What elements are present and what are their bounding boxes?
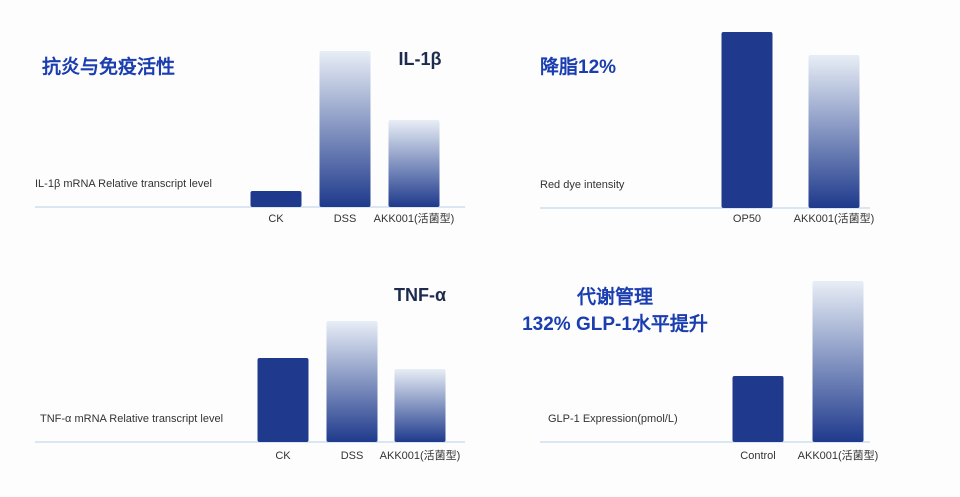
chart-subtitle: 132% GLP-1水平提升: [522, 312, 708, 335]
bar: [394, 369, 446, 442]
y-axis-label: Red dye intensity: [540, 179, 625, 191]
y-axis-label: TNF-α mRNA Relative transcript level: [40, 413, 223, 425]
bar: [732, 376, 784, 442]
bar: [326, 321, 378, 442]
x-tick-label: AKK001(活菌型): [798, 448, 879, 462]
chart-title: 降脂12%: [540, 55, 616, 78]
x-tick-label: AKK001(活菌型): [380, 448, 461, 462]
chart-title: 抗炎与免疫活性: [42, 55, 175, 78]
x-tick-label: AKK001(活菌型): [374, 211, 455, 225]
bar: [721, 32, 773, 208]
bar: [808, 55, 860, 208]
y-axis-label: IL-1β mRNA Relative transcript level: [35, 178, 212, 190]
y-axis-label: GLP-1 Expression(pmol/L): [548, 413, 678, 425]
x-tick-label: AKK001(活菌型): [794, 211, 875, 225]
bar: [812, 281, 864, 442]
chart-title: TNF-α: [394, 285, 446, 305]
x-tick-label: DSS: [334, 213, 357, 225]
chart-subtitle: IL-1β: [399, 49, 442, 69]
bar: [250, 191, 302, 207]
bar: [319, 51, 371, 207]
x-tick-label: CK: [275, 450, 291, 462]
x-tick-label: DSS: [341, 450, 364, 462]
x-tick-label: OP50: [733, 213, 761, 225]
chart-title: 代谢管理: [576, 285, 653, 308]
bar: [388, 120, 440, 207]
bar: [257, 358, 309, 442]
x-tick-label: CK: [268, 213, 284, 225]
x-tick-label: Control: [740, 450, 775, 462]
